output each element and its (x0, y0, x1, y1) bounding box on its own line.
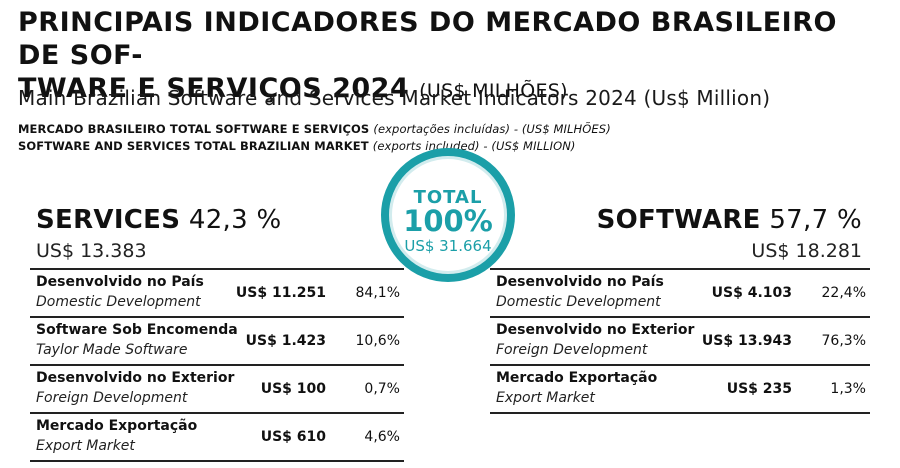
row-label-en: Export Market (36, 438, 135, 454)
services-table: Desenvolvido no País Domestic Developmen… (30, 268, 404, 462)
software-percent: 57,7 % (769, 205, 862, 235)
software-value: US$ 18.281 (751, 240, 862, 262)
total-ring (381, 148, 515, 282)
row-label-en: Export Market (496, 390, 595, 406)
software-table: Desenvolvido no País Domestic Developmen… (490, 268, 870, 414)
services-percent: 42,3 % (188, 205, 282, 235)
software-heading: SOFTWARE 57,7 % (597, 205, 862, 235)
row-label-pt: Desenvolvido no Exterior (36, 370, 235, 386)
row-label-pt: Desenvolvido no Exterior (496, 322, 695, 338)
market-note-en-bold: SOFTWARE AND SERVICES TOTAL BRAZILIAN MA… (18, 139, 369, 153)
row-amount: US$ 4.103 (711, 285, 792, 301)
services-row: Software Sob Encomenda Taylor Made Softw… (30, 318, 404, 366)
row-amount: US$ 11.251 (235, 285, 326, 301)
total-label: TOTAL (413, 187, 483, 208)
row-percent: 4,6% (364, 429, 400, 445)
row-label-en: Foreign Development (36, 390, 188, 406)
total-value: US$ 31.664 (404, 237, 492, 255)
market-note-en-italic: (exports included) - (US$ MILLION) (372, 139, 576, 153)
market-note-pt-bold: MERCADO BRASILEIRO TOTAL SOFTWARE E SERV… (18, 122, 370, 136)
software-row: Desenvolvido no Exterior Foreign Develop… (490, 318, 870, 366)
row-percent: 1,3% (830, 381, 866, 397)
total-percent: 100% (403, 204, 493, 238)
market-note-pt: MERCADO BRASILEIRO TOTAL SOFTWARE E SERV… (18, 122, 611, 136)
services-row: Desenvolvido no País Domestic Developmen… (30, 270, 404, 318)
row-percent: 84,1% (355, 285, 400, 301)
row-amount: US$ 100 (260, 381, 326, 397)
services-heading: SERVICES 42,3 % (36, 205, 282, 235)
row-label-pt: Desenvolvido no País (496, 274, 664, 290)
row-amount: US$ 13.943 (701, 333, 792, 349)
software-row: Desenvolvido no País Domestic Developmen… (490, 270, 870, 318)
title-line-2-wrap: TWARE E SERVIÇOS 2024 (US$ MILHÕES) (18, 72, 888, 108)
market-note-en: SOFTWARE AND SERVICES TOTAL BRAZILIAN MA… (18, 139, 576, 153)
row-label-en: Domestic Development (496, 294, 661, 310)
row-label-pt: Desenvolvido no País (36, 274, 204, 290)
title-line-1: PRINCIPAIS INDICADORES DO MERCADO BRASIL… (18, 7, 837, 71)
services-row: Mercado Exportação Export Market US$ 610… (30, 414, 404, 462)
row-label-en: Domestic Development (36, 294, 201, 310)
row-percent: 10,6% (355, 333, 400, 349)
title-line-2: TWARE E SERVIÇOS 2024 (18, 73, 410, 104)
row-label-pt: Mercado Exportação (36, 418, 198, 434)
services-value: US$ 13.383 (36, 240, 147, 262)
title-unit: (US$ MILHÕES) (419, 80, 568, 102)
row-label-pt: Mercado Exportação (496, 370, 658, 386)
row-amount: US$ 1.423 (245, 333, 326, 349)
services-name: SERVICES (36, 205, 181, 235)
page-subtitle: Main Brazilian Software and Services Mar… (18, 86, 771, 110)
services-row: Desenvolvido no Exterior Foreign Develop… (30, 366, 404, 414)
row-percent: 76,3% (821, 333, 866, 349)
row-percent: 22,4% (821, 285, 866, 301)
market-note-pt-italic: (exportações incluídas) - (US$ MILHÕES) (373, 122, 611, 136)
row-percent: 0,7% (364, 381, 400, 397)
row-amount: US$ 610 (260, 429, 326, 445)
row-label-pt: Software Sob Encomenda (36, 322, 238, 338)
software-row: Mercado Exportação Export Market US$ 235… (490, 366, 870, 414)
software-name: SOFTWARE (596, 205, 761, 235)
row-label-en: Foreign Development (496, 342, 648, 358)
row-amount: US$ 235 (726, 381, 792, 397)
page-title: PRINCIPAIS INDICADORES DO MERCADO BRASIL… (18, 6, 888, 108)
row-label-en: Taylor Made Software (36, 342, 188, 358)
